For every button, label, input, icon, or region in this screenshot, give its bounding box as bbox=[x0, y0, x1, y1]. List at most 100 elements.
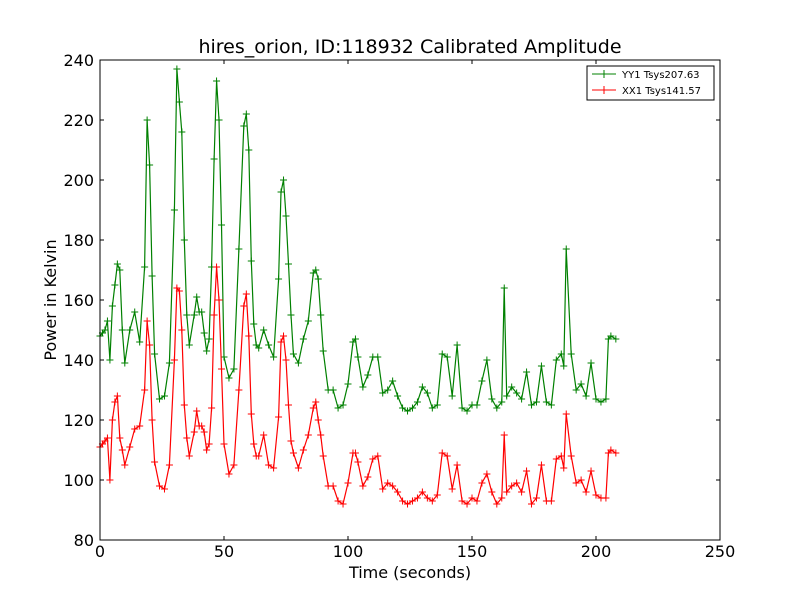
data-point bbox=[190, 311, 198, 319]
data-point bbox=[344, 479, 352, 487]
data-point bbox=[215, 296, 223, 304]
data-point bbox=[500, 431, 508, 439]
data-point bbox=[218, 365, 226, 373]
data-point bbox=[503, 392, 511, 400]
data-point bbox=[198, 422, 206, 430]
data-point bbox=[151, 350, 159, 358]
data-point bbox=[282, 356, 290, 364]
data-point bbox=[126, 443, 134, 451]
data-point bbox=[265, 461, 273, 469]
data-point bbox=[218, 221, 226, 229]
data-point bbox=[265, 341, 273, 349]
data-point bbox=[607, 446, 615, 454]
data-point bbox=[528, 500, 536, 508]
data-point bbox=[205, 440, 213, 448]
data-point bbox=[560, 362, 568, 370]
data-point bbox=[503, 488, 511, 496]
data-point bbox=[399, 497, 407, 505]
data-point bbox=[389, 377, 397, 385]
data-point bbox=[508, 482, 516, 490]
data-point bbox=[582, 392, 590, 400]
data-point bbox=[547, 497, 555, 505]
data-point bbox=[379, 485, 387, 493]
data-point bbox=[384, 479, 392, 487]
data-point bbox=[359, 383, 367, 391]
data-point bbox=[408, 404, 416, 412]
data-point bbox=[359, 482, 367, 490]
data-point bbox=[277, 188, 285, 196]
data-point bbox=[220, 353, 228, 361]
data-point bbox=[284, 401, 292, 409]
data-point bbox=[418, 383, 426, 391]
data-point bbox=[108, 416, 116, 424]
data-point bbox=[193, 407, 201, 415]
data-point bbox=[339, 401, 347, 409]
data-point bbox=[118, 446, 126, 454]
data-point bbox=[175, 287, 183, 295]
data-point bbox=[235, 386, 243, 394]
data-point bbox=[560, 464, 568, 472]
data-point bbox=[488, 488, 496, 496]
legend-label-yy1: YY1 Tsys207.63 bbox=[621, 70, 700, 81]
data-point bbox=[364, 473, 372, 481]
data-point bbox=[317, 431, 325, 439]
data-point bbox=[198, 308, 206, 316]
data-point bbox=[468, 494, 476, 502]
data-point bbox=[160, 392, 168, 400]
data-point bbox=[428, 404, 436, 412]
data-point bbox=[592, 395, 600, 403]
x-tick-label: 0 bbox=[95, 542, 105, 561]
data-point bbox=[210, 311, 218, 319]
x-tick-label: 200 bbox=[581, 542, 612, 561]
y-tick-label: 80 bbox=[74, 531, 94, 550]
data-point bbox=[255, 452, 263, 460]
data-point bbox=[151, 458, 159, 466]
data-point bbox=[106, 356, 114, 364]
data-point bbox=[351, 449, 359, 457]
data-point bbox=[299, 335, 307, 343]
data-point bbox=[433, 491, 441, 499]
data-point bbox=[453, 341, 461, 349]
data-point bbox=[170, 356, 178, 364]
data-point bbox=[384, 386, 392, 394]
data-point bbox=[314, 416, 322, 424]
data-point bbox=[369, 455, 377, 463]
data-point bbox=[277, 338, 285, 346]
data-point bbox=[312, 398, 320, 406]
data-point bbox=[339, 500, 347, 508]
data-point bbox=[113, 260, 121, 268]
data-point bbox=[160, 485, 168, 493]
data-point bbox=[240, 302, 248, 310]
y-tick-label: 160 bbox=[63, 291, 94, 310]
data-point bbox=[413, 398, 421, 406]
data-point bbox=[433, 401, 441, 409]
data-point bbox=[552, 356, 560, 364]
x-tick-label: 50 bbox=[214, 542, 234, 561]
data-point bbox=[165, 461, 173, 469]
data-point bbox=[404, 407, 412, 415]
data-point bbox=[582, 488, 590, 496]
data-point bbox=[178, 128, 186, 136]
data-point bbox=[247, 257, 255, 265]
data-point bbox=[394, 392, 402, 400]
data-point bbox=[493, 500, 501, 508]
data-point bbox=[312, 266, 320, 274]
data-point bbox=[542, 398, 550, 406]
data-point bbox=[314, 275, 322, 283]
data-point bbox=[148, 416, 156, 424]
data-point bbox=[270, 353, 278, 361]
data-point bbox=[399, 404, 407, 412]
data-point bbox=[404, 500, 412, 508]
data-point bbox=[210, 155, 218, 163]
data-point bbox=[567, 350, 575, 358]
data-point bbox=[488, 395, 496, 403]
data-point bbox=[364, 371, 372, 379]
data-point bbox=[508, 383, 516, 391]
data-point bbox=[111, 398, 119, 406]
data-point bbox=[458, 497, 466, 505]
data-point bbox=[354, 458, 362, 466]
data-point bbox=[483, 470, 491, 478]
data-point bbox=[309, 404, 317, 412]
data-point bbox=[156, 482, 164, 490]
